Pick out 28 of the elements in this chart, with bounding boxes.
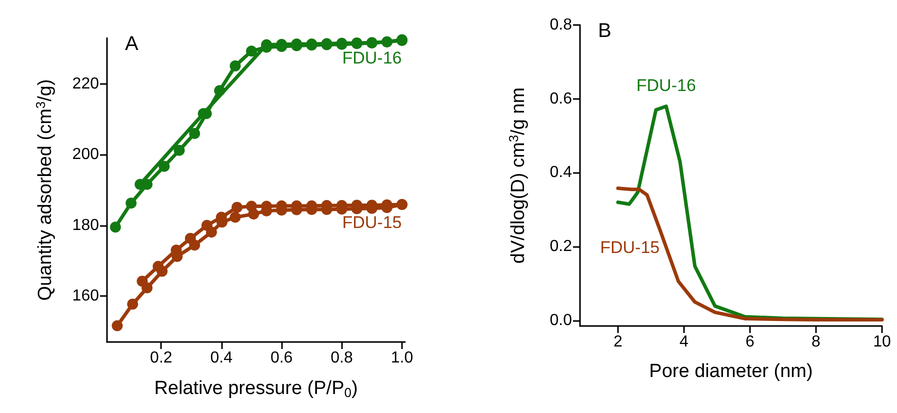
y-tick-label: 220 [72,75,100,92]
x-tick-label: 0.6 [270,350,293,366]
x-tick-label: 1.0 [390,350,414,366]
y-tick-label: 0.8 [550,16,572,34]
y-axis-title: dV/dlog(D) cm3/g nm [506,87,529,264]
annotation: FDU-15 [600,238,660,258]
annotation: FDU-16 [636,76,696,95]
annotation: A [125,33,139,55]
annotation: FDU-16 [342,48,402,68]
y-axis-title: Quantity adsorbed (cm3/g) [33,79,56,301]
x-tick-label: 6 [746,334,755,350]
x-tick-label: 2 [614,334,623,350]
y-tick-label: 200 [72,146,100,164]
y-tick-label: 0.4 [550,164,572,182]
x-tick-label: 0.4 [210,350,233,366]
annotation: B [598,20,612,42]
x-tick-label: 4 [680,334,689,350]
y-tick-label: 160 [72,288,100,305]
y-tick-label: 0.2 [550,238,572,256]
annotation: FDU-15 [342,212,402,232]
x-tick-label: 0.8 [330,350,354,366]
y-tick-label: 180 [72,216,100,234]
x-tick-label: 0.2 [150,350,172,366]
y-tick-label: 0.6 [550,90,572,108]
x-tick-label: 8 [812,334,821,350]
y-tick-label: 0.0 [550,312,572,329]
x-tick-label: 10 [873,334,891,350]
x-axis-title: Pore diameter (nm) [649,361,813,382]
